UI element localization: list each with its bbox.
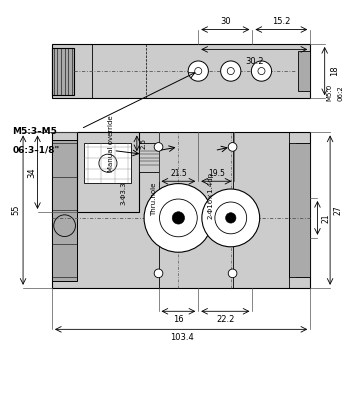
Circle shape	[228, 143, 237, 151]
Circle shape	[159, 199, 197, 237]
Text: 30.2: 30.2	[245, 56, 264, 66]
Circle shape	[154, 269, 163, 278]
Bar	[77, 132, 139, 212]
Text: 18: 18	[330, 66, 339, 76]
Bar	[84, 143, 131, 183]
Text: 06:3–1/8": 06:3–1/8"	[12, 145, 59, 154]
Circle shape	[144, 184, 213, 252]
Text: 15.2: 15.2	[272, 17, 290, 26]
Bar	[52, 47, 74, 94]
Circle shape	[215, 202, 247, 234]
Text: 21: 21	[321, 213, 330, 223]
Text: 22.2: 22.2	[216, 315, 234, 324]
Text: Thru.hole: Thru.hole	[151, 182, 157, 216]
Bar	[289, 143, 310, 277]
Bar	[296, 143, 310, 277]
Circle shape	[228, 269, 237, 278]
Circle shape	[252, 61, 272, 81]
Text: 16: 16	[173, 315, 184, 324]
Text: 21.5: 21.5	[170, 169, 187, 178]
Bar	[139, 143, 158, 172]
Text: 55: 55	[11, 205, 20, 215]
Text: 06:2: 06:2	[337, 85, 343, 101]
Bar	[52, 132, 310, 288]
Circle shape	[54, 215, 75, 237]
Circle shape	[226, 213, 236, 223]
Bar	[298, 51, 310, 91]
Text: 2.5: 2.5	[141, 138, 146, 149]
Circle shape	[202, 189, 260, 247]
Text: 103.4: 103.4	[170, 333, 194, 342]
Bar	[52, 44, 310, 98]
Circle shape	[172, 212, 185, 224]
Circle shape	[221, 61, 241, 81]
Text: M5:0: M5:0	[327, 84, 332, 102]
Text: 30: 30	[220, 17, 231, 26]
Circle shape	[258, 68, 265, 75]
Bar	[52, 140, 77, 280]
Text: 3-Φ3.3: 3-Φ3.3	[120, 181, 127, 205]
Text: 27: 27	[334, 205, 343, 215]
Text: 34: 34	[28, 167, 37, 177]
Text: Manual override: Manual override	[108, 116, 114, 172]
Circle shape	[188, 61, 208, 81]
Text: M5:3–M5: M5:3–M5	[12, 127, 57, 136]
Circle shape	[195, 68, 202, 75]
Text: 2-Φ16×1.4dp: 2-Φ16×1.4dp	[207, 172, 213, 219]
Circle shape	[99, 154, 117, 172]
Circle shape	[227, 68, 234, 75]
Circle shape	[141, 149, 158, 167]
Circle shape	[154, 143, 163, 151]
Text: 19.5: 19.5	[208, 169, 225, 178]
